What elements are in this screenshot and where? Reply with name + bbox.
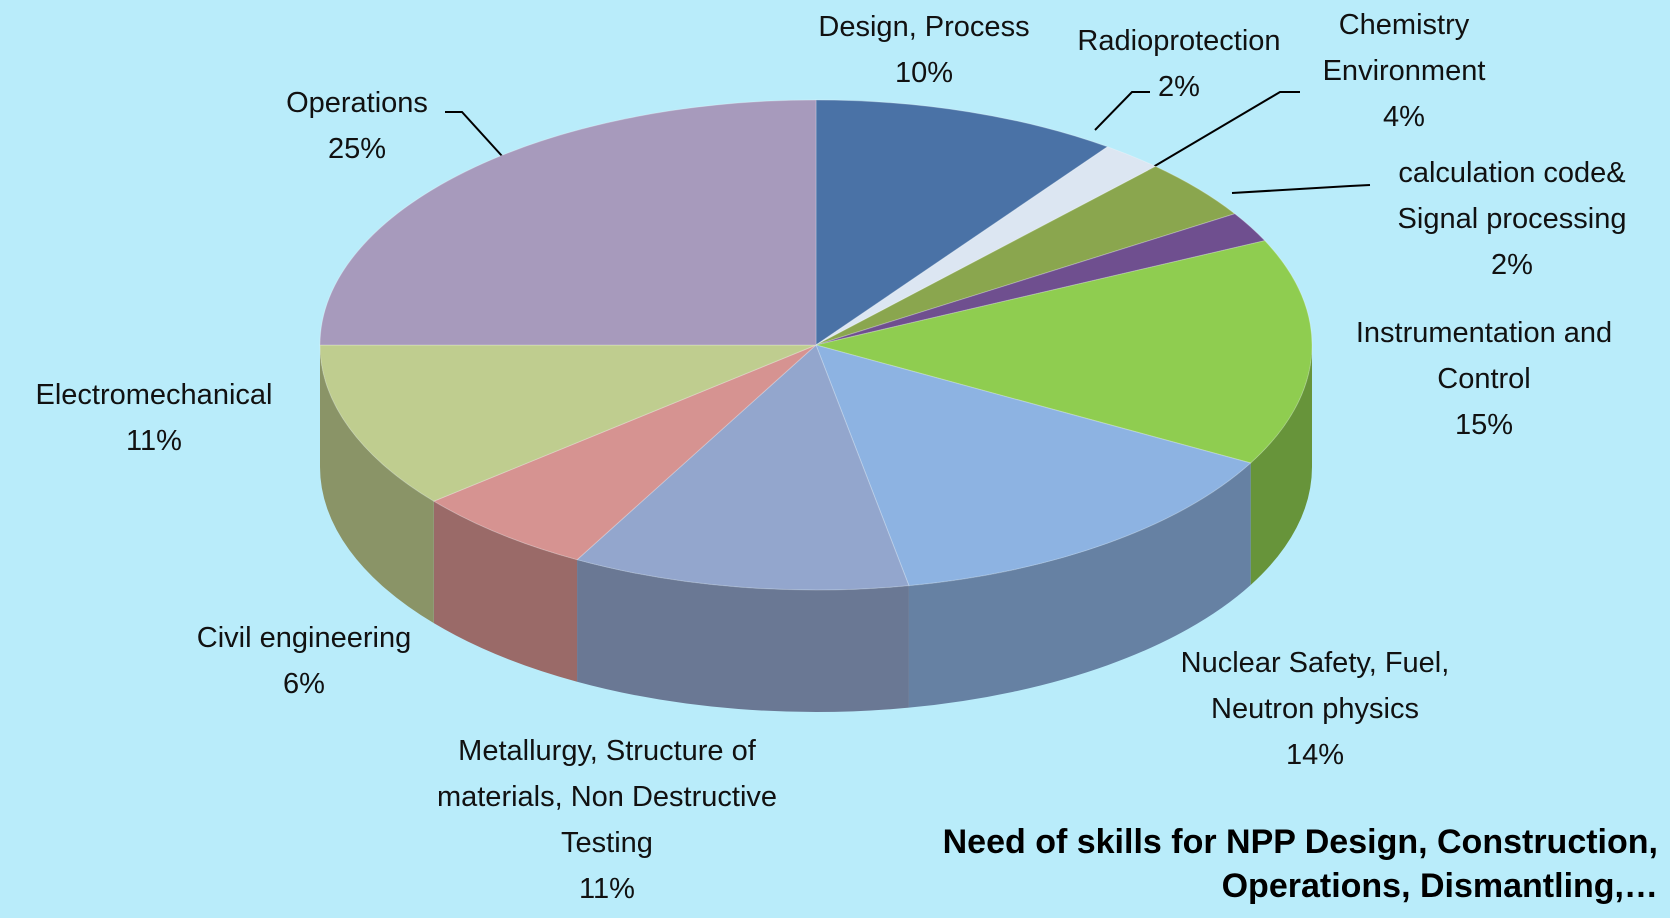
slice (815, 146, 1157, 346)
slice-side (433, 501, 578, 682)
leader-line (1147, 91, 1300, 171)
value-label: 11% (579, 873, 635, 905)
data-label: Design, Process 10% (774, 4, 1074, 96)
value-label: 15% (1454, 409, 1514, 441)
value-label: 14% (1285, 739, 1345, 771)
data-label: Chemistry Environment 4% (1289, 2, 1519, 140)
value-label: 2% (1158, 71, 1200, 103)
slice (815, 213, 1266, 346)
value-label: 11% (126, 425, 182, 457)
value-label: 6% (283, 668, 325, 700)
value-label: 10% (894, 57, 954, 89)
category-label: Electromechanical (35, 379, 273, 411)
category-label: Radioprotection (1077, 25, 1281, 57)
slice (815, 99, 1109, 346)
category-label: Civil engineering (196, 622, 412, 654)
side-walls (320, 345, 1312, 712)
slice-side (908, 463, 1251, 708)
slice (432, 344, 817, 561)
slice (815, 344, 1252, 587)
data-label: Electromechanical 11% (4, 372, 304, 464)
leader-line (445, 111, 503, 157)
data-label: Instrumentation and Control 15% (1314, 310, 1654, 448)
category-label: Metallurgy, Structure of materials, Non … (436, 735, 778, 859)
slice-side (1250, 345, 1312, 586)
leader-lines (445, 91, 1371, 194)
data-label: Operations 25% (207, 80, 507, 172)
category-label: Chemistry Environment (1322, 9, 1486, 87)
leader-line (1231, 184, 1371, 194)
data-label: Civil engineering 6% (154, 615, 454, 707)
slice (576, 344, 910, 591)
value-label: 2% (1491, 249, 1533, 281)
slice-side (320, 345, 434, 624)
category-label: Instrumentation and Control (1355, 317, 1613, 395)
slice (815, 240, 1313, 464)
value-label: 4% (1383, 101, 1425, 133)
chart-title: Need of skills for NPP Design, Construct… (942, 823, 1658, 905)
value-label: 25% (327, 133, 387, 165)
category-label: Design, Process (818, 11, 1030, 43)
slice-side (577, 559, 909, 712)
data-label: Nuclear Safety, Fuel, Neutron physics 14% (1145, 640, 1485, 778)
slice (319, 99, 817, 346)
data-label: calculation code& Signal processing 2% (1362, 150, 1662, 288)
category-label: Operations (286, 87, 428, 119)
leader-line (1094, 91, 1150, 131)
data-label: Metallurgy, Structure of materials, Non … (432, 728, 782, 912)
slice (319, 344, 817, 502)
category-label: calculation code& Signal processing (1397, 157, 1627, 235)
category-label: Nuclear Safety, Fuel, Neutron physics (1180, 647, 1450, 725)
data-label: Radioprotection 2% (1029, 18, 1329, 110)
slice (815, 165, 1236, 346)
